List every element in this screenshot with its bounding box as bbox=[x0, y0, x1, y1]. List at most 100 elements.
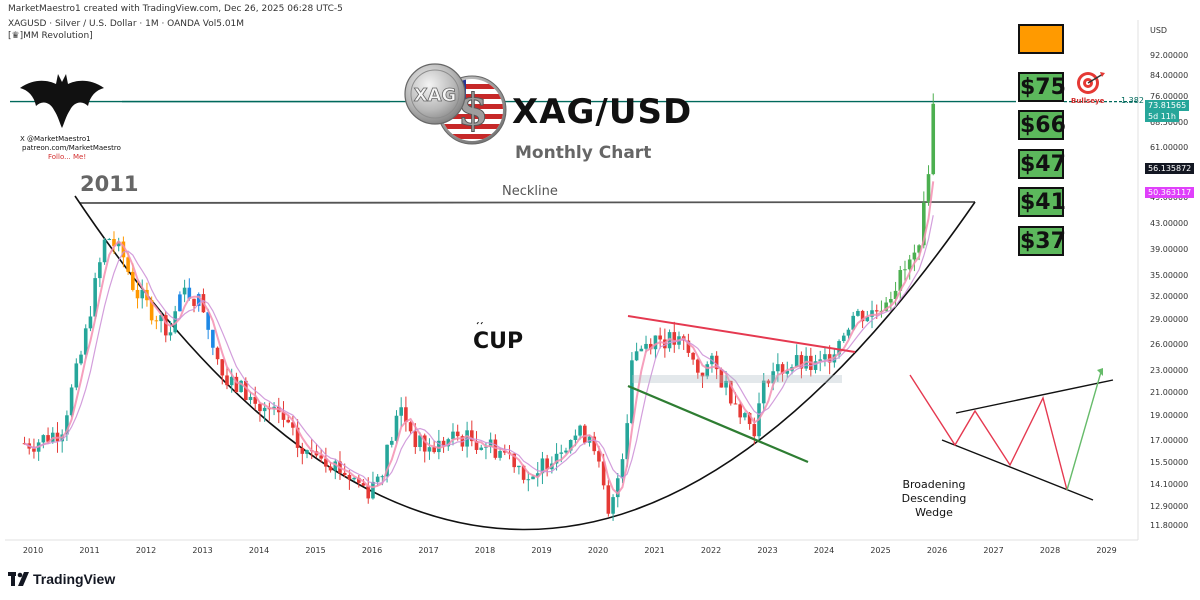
candle-body bbox=[851, 315, 855, 330]
bullseye-icon bbox=[1073, 70, 1107, 103]
consolidation-zone bbox=[632, 375, 842, 383]
candle-body bbox=[724, 380, 728, 388]
candle-body bbox=[601, 461, 606, 486]
candle-body bbox=[182, 287, 187, 295]
candle-body bbox=[502, 451, 507, 453]
x-tick-label: 2022 bbox=[700, 546, 722, 555]
tradingview-brand: TradingView bbox=[8, 571, 115, 589]
candle-body bbox=[813, 361, 818, 370]
candle-body bbox=[630, 360, 634, 424]
x-tick-label: 2020 bbox=[587, 546, 609, 555]
x-tick-label: 2013 bbox=[192, 546, 213, 555]
neckline bbox=[79, 201, 976, 204]
candle-body bbox=[394, 415, 399, 441]
candle-body bbox=[498, 451, 502, 458]
candle-body bbox=[846, 329, 851, 336]
candle-body bbox=[479, 447, 484, 450]
candle-body bbox=[583, 425, 587, 443]
x-tick-label: 2029 bbox=[1096, 546, 1117, 555]
candle-body bbox=[46, 435, 50, 442]
candle-body bbox=[526, 479, 531, 481]
candle-body bbox=[606, 485, 611, 514]
chart-subtitle: Monthly Chart bbox=[515, 143, 652, 163]
wedge-upper bbox=[955, 379, 1114, 414]
candle-body bbox=[239, 380, 243, 393]
candle-body bbox=[644, 343, 648, 349]
x-tick-label: 2012 bbox=[135, 546, 157, 555]
candle-body bbox=[747, 413, 752, 425]
candle-body bbox=[126, 257, 130, 272]
candle-body bbox=[743, 413, 747, 418]
candle-body bbox=[611, 497, 615, 514]
candle-body bbox=[728, 380, 733, 404]
candle-body bbox=[116, 241, 121, 247]
target-41: $41 bbox=[1018, 187, 1066, 217]
candle-body bbox=[98, 262, 102, 279]
candle-body bbox=[573, 435, 578, 440]
candle-body bbox=[154, 320, 159, 322]
candle-body bbox=[545, 458, 549, 470]
candle-body bbox=[738, 404, 742, 418]
candle-body bbox=[823, 354, 827, 360]
lower-trendline bbox=[627, 384, 809, 464]
candle-body bbox=[780, 364, 785, 374]
candle-body bbox=[658, 335, 662, 340]
x-tick-label: 2025 bbox=[870, 546, 891, 555]
candle-body bbox=[634, 351, 639, 361]
candle-body bbox=[860, 310, 865, 322]
candle-body bbox=[399, 407, 403, 416]
candle-body bbox=[244, 380, 248, 401]
candle-body bbox=[794, 355, 799, 368]
candle-body bbox=[229, 376, 234, 386]
candle-body bbox=[300, 447, 305, 454]
candle-body bbox=[700, 372, 705, 377]
candle-body bbox=[121, 241, 126, 258]
candle-body bbox=[705, 364, 710, 377]
x-tick-label: 2011 bbox=[79, 546, 100, 555]
candle-body bbox=[917, 245, 921, 253]
candle-body bbox=[884, 302, 888, 311]
candle-body bbox=[432, 447, 436, 453]
candle-body bbox=[41, 435, 46, 443]
candle-body bbox=[470, 430, 474, 442]
target-66: $66 bbox=[1018, 110, 1066, 140]
y-tick-label: 11.80000 bbox=[1150, 521, 1189, 530]
candle-body bbox=[79, 354, 83, 364]
candle-body bbox=[455, 431, 460, 437]
candle-body bbox=[131, 271, 135, 290]
candle-body bbox=[163, 315, 168, 336]
candle-body bbox=[865, 316, 870, 322]
ma-line-slow bbox=[24, 215, 934, 484]
x-tick-label: 2016 bbox=[361, 546, 383, 555]
candle-body bbox=[752, 424, 757, 437]
candle-body bbox=[102, 239, 107, 263]
candle-body bbox=[592, 436, 597, 452]
candle-body bbox=[328, 466, 333, 471]
candle-body bbox=[234, 376, 239, 393]
candle-body bbox=[93, 278, 97, 317]
candle-body bbox=[926, 174, 931, 203]
target-75: $75 bbox=[1018, 72, 1066, 102]
candle-body bbox=[248, 396, 253, 401]
candle-body bbox=[149, 300, 154, 321]
y-tick-label: 12.90000 bbox=[1150, 502, 1189, 511]
y-tick-label: 61.00000 bbox=[1150, 143, 1189, 152]
x-tick-label: 2015 bbox=[305, 546, 326, 555]
y-tick-label: 14.10000 bbox=[1150, 480, 1189, 489]
candle-body bbox=[733, 403, 738, 405]
candle-body bbox=[357, 477, 361, 483]
candle-body bbox=[578, 425, 582, 436]
y-tick-label: 68.50000 bbox=[1150, 118, 1189, 127]
candle-body bbox=[404, 407, 408, 423]
candle-body bbox=[931, 103, 936, 175]
candle-body bbox=[375, 476, 380, 482]
candle-body bbox=[253, 396, 258, 404]
x-tick-label: 2026 bbox=[926, 546, 948, 555]
candle-body bbox=[187, 287, 192, 299]
y-tick-label: 17.00000 bbox=[1150, 436, 1189, 445]
candle-body bbox=[258, 403, 262, 412]
candle-body bbox=[922, 202, 926, 246]
y-tick-label: 19.00000 bbox=[1150, 411, 1189, 420]
candle-body bbox=[366, 485, 371, 499]
